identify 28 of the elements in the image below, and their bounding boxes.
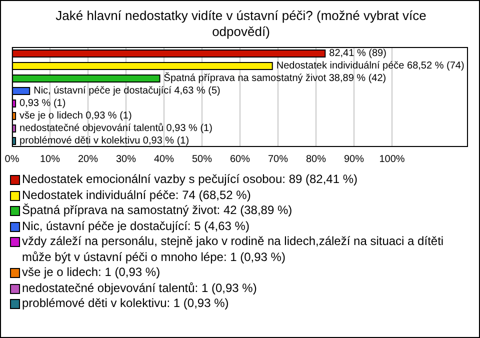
x-tick-label: 80%: [306, 154, 326, 166]
legend-label: vše je o lidech: 1 (0,93 %): [22, 265, 160, 280]
x-tick-label: 30%: [116, 154, 136, 166]
x-tick-label: 10%: [40, 154, 60, 166]
data-label: Nic, ústavní péče je dostačující 4,63 % (5): [34, 86, 220, 96]
legend-label: vždy záleží na personálu, stejně jako v rodině na lidech,záleží na situaci a dítěti může být v ústavní péči o mnoho lépe: 1 (0,93 %): [22, 234, 445, 265]
data-label: 0,93 % (1): [20, 98, 66, 109]
x-tick-label: 60%: [230, 154, 250, 166]
x-tick-label: 100%: [379, 154, 405, 166]
data-label: Špatná příprava na samostatný život 38,89 % (42): [164, 72, 386, 84]
data-label: 82,41 % (89): [329, 48, 386, 59]
x-tick-label: 50%: [192, 154, 212, 166]
chart-title: Jaké hlavní nedostatky vidíte v ústavní péči? (možné vybrat více odpovědí): [54, 8, 428, 40]
x-tick-label: 40%: [154, 154, 174, 166]
legend-label: problémové děti v kolektivu: 1 (0,93 %): [22, 296, 229, 312]
legend-label: nedostatečné objevování talentů: 1 (0,93 %): [22, 280, 257, 296]
data-label: nedostatečné objevování talentů 0,93 % (1): [20, 122, 212, 134]
x-tick-label: 70%: [268, 154, 288, 166]
legend-label: Nedostatek emocionální vazby s pečující osobou: 89 (82,41 %): [22, 172, 358, 188]
legend-label: Nic, ústavní péče je dostačující: 5 (4,63 %): [22, 218, 250, 234]
legend-label: Nedostatek individuální péče: 74 (68,52 %): [22, 188, 251, 203]
x-tick-label: 20%: [78, 154, 98, 166]
legend-label: Špatná příprava na samostatný život: 42 (38,89 %): [22, 203, 292, 218]
x-tick-label: 90%: [344, 154, 364, 166]
data-label: Nedostatek individuální péče 68,52 % (74): [276, 60, 464, 72]
data-label: problémové děti v kolektivu 0,93 % (1): [20, 136, 190, 146]
x-tick-label: 0%: [4, 154, 20, 166]
data-label: vše je o lidech 0,93 % (1): [20, 110, 132, 122]
